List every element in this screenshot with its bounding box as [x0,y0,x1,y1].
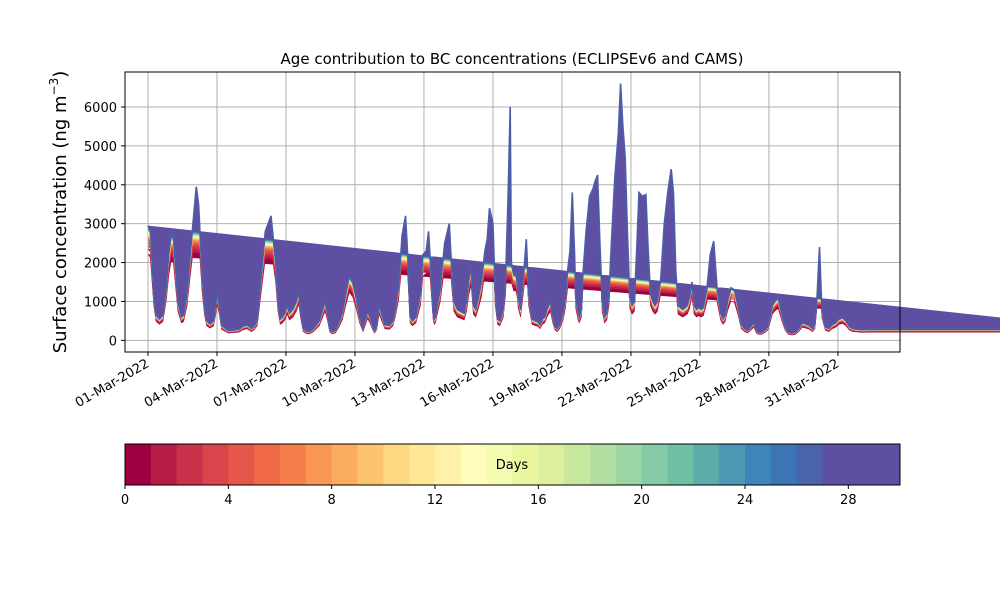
x-tick-label: 01-Mar-2022 [73,356,152,410]
y-axis-label-close: ) [50,71,71,78]
colorbar-segment [615,444,643,485]
x-ticks: 01-Mar-202204-Mar-202207-Mar-202210-Mar-… [73,352,842,411]
colorbar-segment [719,444,746,485]
y-tick-label: 0 [109,334,117,349]
area-layer-day-12 [147,100,1000,335]
area-layer-day-16 [147,96,1000,334]
colorbar-tick-label: 0 [121,493,129,508]
colorbar-tick-label: 20 [633,493,650,508]
area-layer-day-26 [147,86,1000,334]
y-axis-label-text: Surface concentration (ng m [50,95,71,353]
colorbar-segment [460,444,488,485]
y-axis-label: Surface concentration (ng m−3) [47,71,71,354]
area-layer-day-23 [147,89,1000,334]
y-tick-label: 1000 [84,295,117,310]
area-layer-day-14 [147,98,1000,335]
x-tick-label: 22-Mar-2022 [556,356,635,410]
area-layer-day-28 [147,84,1000,334]
area-layer-day-27 [147,85,1000,334]
chart-title: Age contribution to BC concentrations (E… [281,50,744,68]
colorbar-tick-label: 24 [737,493,754,508]
colorbar-segment [590,444,617,485]
y-tick-label: 2000 [84,257,117,272]
area-layer-day-21 [147,91,1000,334]
area-layer-day-18 [147,94,1000,334]
colorbar-segment [409,444,436,485]
colorbar-label: Days [496,458,529,473]
colorbar-segment [564,444,591,485]
x-tick-label: 07-Mar-2022 [211,356,290,410]
colorbar-segment [435,444,462,485]
area-layer-day-24 [147,88,1000,334]
colorbar-tick-label: 28 [840,493,857,508]
area-layer-day-22 [147,90,1000,334]
x-tick-label: 13-Mar-2022 [349,356,428,410]
colorbar: 0 4 8 12 16 20 24 28 [121,443,901,508]
x-tick-label: 04-Mar-2022 [142,356,221,410]
y-tick-label: 3000 [84,218,117,233]
colorbar-frame [124,443,901,486]
y-tick-label: 6000 [84,101,117,116]
area-layer-day-13 [147,99,1000,335]
stacked-areas [147,83,1000,336]
colorbar-tick-label: 4 [224,493,232,508]
colorbar-segment [796,444,823,485]
colorbar-segment [331,444,358,485]
plot-frame [124,71,901,353]
colorbar-segment [357,444,384,485]
colorbar-segment [770,444,798,485]
x-tick-label: 25-Mar-2022 [625,356,704,410]
x-tick-label: 31-Mar-2022 [763,356,842,410]
colorbar-segment [848,444,875,485]
x-tick-label: 19-Mar-2022 [487,356,566,410]
colorbar-segment [874,444,901,485]
colorbar-segment [254,444,281,485]
x-tick-label: 16-Mar-2022 [418,356,497,410]
colorbar-tick-label: 16 [530,493,547,508]
colorbar-segment [150,444,178,485]
total-outline [147,83,1000,335]
colorbar-segment [280,444,307,485]
colorbar-segment [383,444,410,485]
colorbar-segment [176,444,203,485]
colorbar-segment [693,444,720,485]
x-tick-label: 10-Mar-2022 [280,356,359,410]
area-layer-day-25 [147,87,1000,334]
area-layer-day-20 [147,92,1000,334]
colorbar-segment [745,444,772,485]
area-layer-day-29 [147,83,1000,334]
colorbar-segment [202,444,229,485]
colorbar-segment [538,444,565,485]
colorbar-segment [667,444,694,485]
colorbar-segment [228,444,255,485]
area-layer-day-19 [147,93,1000,334]
x-tick-label: 28-Mar-2022 [694,356,773,410]
colorbar-segment [486,444,513,485]
colorbar-segment [822,444,849,485]
y-tick-label: 5000 [84,140,117,155]
area-layer-day-15 [147,97,1000,335]
colorbar-segment [641,444,668,485]
colorbar-segment [125,444,152,485]
area-layer-day-17 [147,95,1000,334]
colorbar-tick-label: 8 [328,493,336,508]
colorbar-tick-label: 12 [427,493,444,508]
y-tick-label: 4000 [84,179,117,194]
colorbar-segment [305,444,333,485]
y-ticks: 0 1000 2000 3000 4000 5000 6000 [84,101,125,349]
y-axis-label-exponent: −3 [47,78,61,96]
colorbar-segment [512,444,539,485]
